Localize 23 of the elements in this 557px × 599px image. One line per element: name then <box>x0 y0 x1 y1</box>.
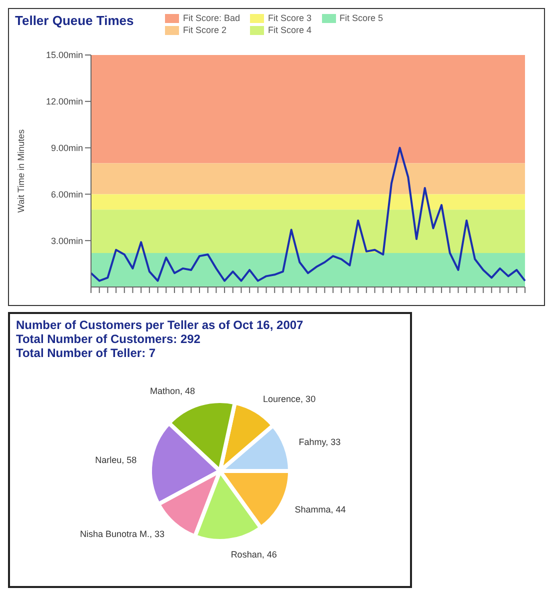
y-tick-label: 3.00min <box>50 236 83 246</box>
chart-title: Number of Customers per Teller as of Oct 16, 2007 <box>15 317 304 332</box>
y-tick-label: 6.00min <box>50 189 83 200</box>
line-series <box>90 146 526 282</box>
y-tick-label: 9.00min <box>50 142 83 153</box>
legend-label: Fit Score 2 <box>183 25 227 35</box>
text: Total Number of Customers: 292 <box>15 332 202 346</box>
slice-label: Shamma, 44 <box>294 504 346 514</box>
slice-label: Fahmy, 33 <box>298 436 341 447</box>
chart-title: Teller Queue Times <box>15 13 135 28</box>
y-tick-label: 15.00min <box>46 50 83 60</box>
y-tick-label: 12.00min <box>46 96 83 107</box>
slice-label: Mathon, 48 <box>150 386 196 396</box>
slice-label: Roshan, 46 <box>230 549 277 560</box>
legend-label: Fit Score 4 <box>268 25 312 35</box>
slice-label: Lourence, 30 <box>263 394 316 404</box>
slice-label: Narleu, 58 <box>95 455 137 466</box>
legend-label: Fit Score: Bad <box>183 13 240 23</box>
slice-label: Nisha Bunotra M., 33 <box>80 529 165 540</box>
text: Total Number of Teller: 7 <box>15 346 157 360</box>
legend-label: Fit Score 5 <box>340 13 384 23</box>
y-axis-title: Wait Time in Minutes <box>16 128 26 213</box>
legend-label: Fit Score 3 <box>268 13 312 23</box>
